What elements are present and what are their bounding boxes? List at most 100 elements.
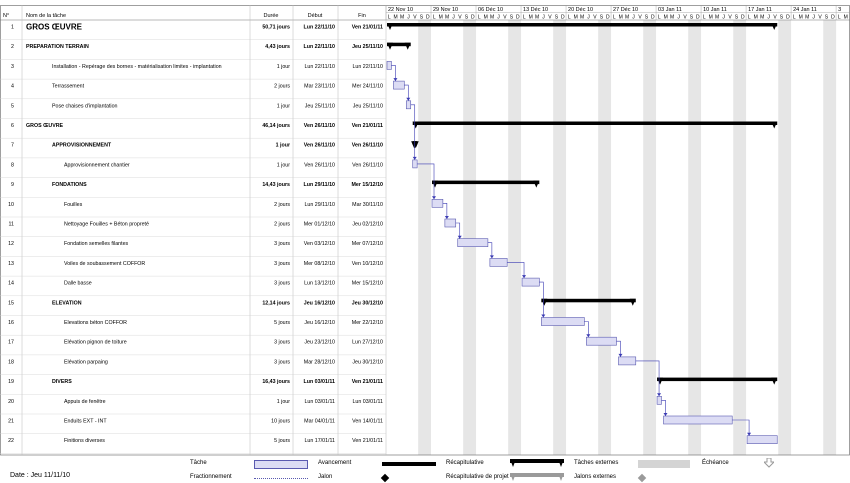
weekend-band [733,20,747,455]
day-letter: S [420,15,424,21]
day-letter: M [400,15,404,21]
task-bar[interactable] [386,61,392,70]
summary-bar[interactable] [412,121,778,126]
task-bar[interactable] [405,100,412,110]
summary-bar[interactable] [432,180,540,185]
weekend-band [598,20,612,455]
row-name: ELEVATION [52,300,82,306]
summary-end-cap [533,180,540,188]
row-name: Voiles de soubassement COFFOR [64,261,145,267]
task-bar[interactable] [431,199,444,208]
task-row[interactable]: 7 APPROVISIONNEMENT 1 jour Ven 26/11/10 Ven … [11,141,419,149]
link-arrow [657,393,662,397]
task-row[interactable]: 4 Terrassement 2 jours Mar 23/11/10 Mer 24/1… [11,80,405,90]
link-arrow [541,314,546,318]
row-end: Ven 21/01/11 [352,25,383,31]
task-row[interactable]: 2 PREPARATION TERRAIN 4,43 jours Lun 22/11/… [11,42,411,51]
task-bar[interactable] [489,258,508,267]
task-bar[interactable] [618,356,637,366]
day-letter: L [388,15,391,21]
day-letter: J [632,15,635,21]
task-row[interactable]: 12 Fondation semelles filantes 3 jours Ven … [8,238,489,248]
task-row[interactable]: 17 Elévation pignon de toiture 3 jours Jeu … [8,336,617,346]
row-name: GROS ŒUVRE [26,123,64,129]
link-arrow [522,275,527,279]
task-bar[interactable] [393,80,405,90]
day-letter: S [555,15,559,21]
row-start: Mar 28/12/10 [304,359,335,365]
row-id: 5 [11,103,14,109]
summary-end-cap [771,121,778,129]
row-start: Jeu 16/12/10 [304,320,335,326]
task-row[interactable]: 9 FONDATIONS 14,43 jours Lun 29/11/10 Mer 15… [11,180,540,189]
row-duration: 2 jours [274,84,290,90]
task-bar[interactable] [521,277,540,287]
task-bar[interactable] [586,336,617,346]
task-bar[interactable] [444,218,457,228]
task-row[interactable]: 6 GROS ŒUVRE 46,14 jours Ven 26/11/10 Ven 21… [11,121,778,130]
task-bar[interactable] [541,317,585,326]
task-row[interactable]: 1 GROS ŒUVRE 50,71 jours Lun 22/11/10 Ven 21… [11,23,778,32]
task-row[interactable]: 22 Finitions diverses 5 jours Lun 17/01/11 V… [8,435,778,445]
task-row[interactable]: 18 Elévation parpaing 3 jours Mar 28/12/10 J… [8,356,637,366]
summary-bar[interactable] [657,377,778,382]
row-id: 16 [8,320,14,326]
task-row[interactable]: 10 Fouilles 2 jours Lun 29/11/10 Mar 30/11/1… [8,199,444,208]
day-letter: D [696,15,700,21]
row-name: Enduits EXT - INT [64,419,107,425]
task-bar[interactable] [656,395,662,405]
task-row[interactable]: 19 DIVERS 16,43 jours Lun 03/01/11 Ven 21/01… [8,377,778,386]
row-name: Terrassement [52,84,85,90]
task-row[interactable]: 16 Elevations béton COFFOR 5 jours Jeu 16/1… [8,317,585,327]
week-label: 27 Déc 10 [613,7,638,13]
day-letter: J [587,15,590,21]
row-name: PREPARATION TERRAIN [26,44,89,50]
row-id: 9 [11,182,14,188]
task-rows[interactable]: 1 GROS ŒUVRE 50,71 jours Lun 22/11/10 Ven 21… [0,23,778,454]
task-bar[interactable] [663,415,733,425]
weekend-band [778,20,792,455]
row-end: Ven 21/01/11 [352,123,383,129]
task-bar[interactable] [412,159,418,169]
task-row[interactable]: 14 Dalle basse 3 jours Lun 13/12/10 Mer 15/1… [8,277,540,287]
day-letter: S [825,15,829,21]
summary-bar[interactable] [387,42,411,47]
summary-bar[interactable] [387,23,778,27]
day-letter: D [516,15,520,21]
day-letter: V [638,15,642,21]
summary-bar[interactable] [541,298,636,303]
row-name: Installation - Repérage des bornes - mat… [52,64,222,70]
row-duration: 1 jour [277,399,290,405]
summary-start-cap [657,377,664,385]
link-line [487,242,493,259]
link-line [584,321,589,338]
day-letter: D [786,15,790,21]
task-row[interactable]: 15 ELEVATION 12,14 jours Jeu 16/12/10 Jeu 30… [8,298,636,307]
task-row[interactable]: 11 Nettoyage Fouilles + Béton propreté 2 j… [9,218,457,228]
task-row[interactable]: 8 Approvisionnement chantier 1 jour Ven 26/… [11,159,418,169]
task-row[interactable]: 13 Voiles de soubassement COFFOR 3 jours Me… [8,258,508,267]
day-letter: L [658,15,661,21]
row-id: 18 [8,359,14,365]
link-line [661,400,666,416]
row-id: 7 [11,143,14,149]
task-row[interactable]: 5 Pose chaises d'implantation 1 jour Jeu 25… [11,100,412,110]
row-start: Lun 29/11/10 [304,202,335,208]
link-line [507,262,525,279]
summary-end-cap [404,42,411,50]
task-row[interactable]: 3 Installation - Repérage des bornes - ma… [11,61,392,70]
task-row[interactable]: 21 Enduits EXT - INT 10 jours Mar 04/01/11 V… [8,415,733,425]
day-letter: S [780,15,784,21]
day-letter: M [574,15,578,21]
task-bar[interactable] [457,238,489,247]
deadline-arrow-icon [764,458,774,468]
weekend-band [508,20,522,455]
day-letter: M [619,15,623,21]
legend-label-external: Tâches externes [574,460,619,466]
task-bar[interactable] [746,435,778,445]
link-line [732,419,750,436]
day-letter: V [728,15,732,21]
row-end: Ven 21/01/11 [352,438,383,444]
row-start: Lun 03/01/11 [303,379,335,385]
